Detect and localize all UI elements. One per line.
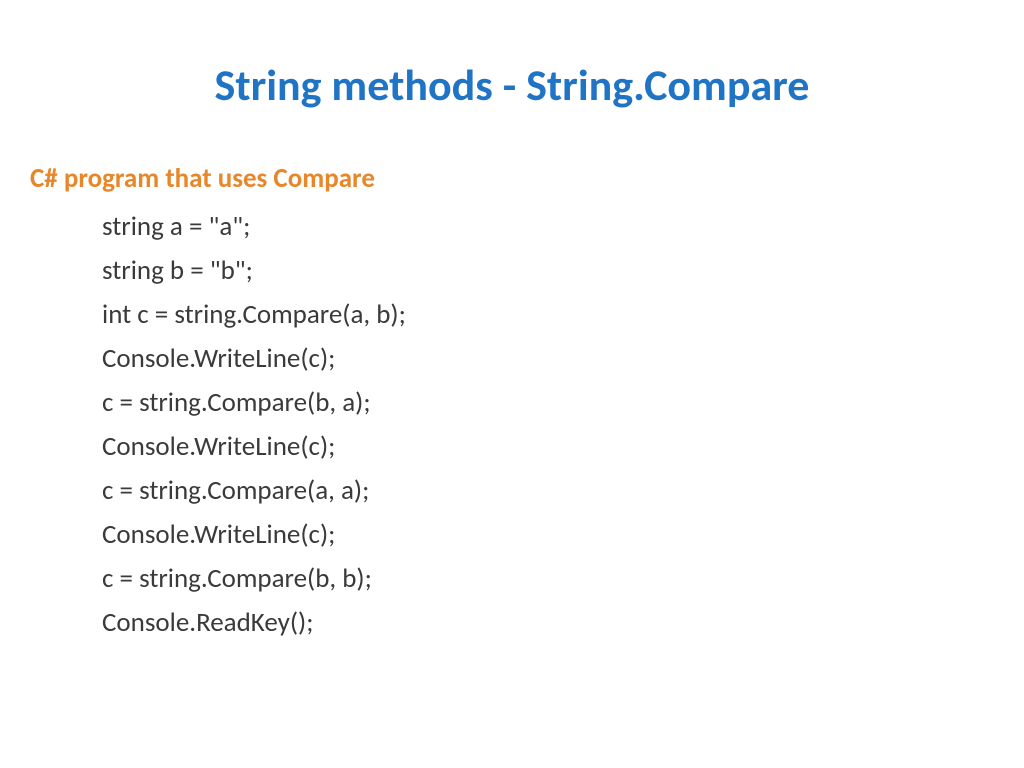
code-line: string b = "b"; <box>102 249 406 293</box>
code-line: c = string.Compare(b, a); <box>102 381 406 425</box>
code-line: Console.ReadKey(); <box>102 601 406 645</box>
code-block: string a = "a"; string b = "b"; int c = … <box>102 205 406 645</box>
code-line: c = string.Compare(b, b); <box>102 557 406 601</box>
code-line: string a = "a"; <box>102 205 406 249</box>
code-line: Console.WriteLine(c); <box>102 337 406 381</box>
slide-title: String methods - String.Compare <box>0 58 1024 112</box>
code-line: Console.WriteLine(c); <box>102 425 406 469</box>
code-line: int c = string.Compare(a, b); <box>102 293 406 337</box>
code-line: c = string.Compare(a, a); <box>102 469 406 513</box>
code-line: Console.WriteLine(c); <box>102 513 406 557</box>
slide-subtitle: C# program that uses Compare <box>30 162 375 195</box>
slide: String methods - String.Compare C# progr… <box>0 0 1024 768</box>
